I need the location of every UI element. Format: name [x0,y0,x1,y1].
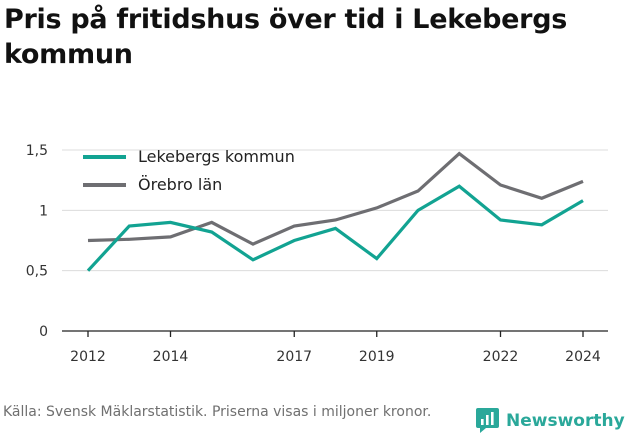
axis-layer: 0 0,5 1 1,5 2012 2014 2017 2019 2022 2024 [26,143,608,365]
series-layer [86,151,584,272]
chart-title: Pris på fritidshus över tid i Lekebergs … [4,4,567,70]
x-tick-label: 2017 [276,349,312,365]
series-line-lekebergs-kommun [86,184,584,272]
legend-label: Lekebergs kommun [138,147,295,166]
newsworthy-logo: Newsworthy [475,407,625,434]
x-tick-label: 2024 [565,349,601,365]
source-note: Källa: Svensk Mäklarstatistik. Priserna … [3,404,432,420]
line-chart: 0 0,5 1 1,5 2012 2014 2017 2019 2022 2024 Lekeber… [26,143,608,365]
y-tick-label: 1 [39,203,48,219]
x-tick-label: 2014 [153,349,189,365]
series-line-örebro-län [87,151,584,246]
grid-layer [62,149,608,272]
x-tick-label: 2022 [483,349,519,365]
y-tick-label: 1,5 [26,143,48,159]
x-tick-label: 2012 [70,349,106,365]
newsworthy-icon [476,408,499,433]
brand-name: Newsworthy [506,410,625,431]
y-tick-label: 0,5 [26,264,48,280]
legend: Lekebergs kommun Örebro län [83,147,295,194]
x-tick-label: 2019 [359,349,395,365]
legend-label: Örebro län [138,175,222,194]
y-tick-label: 0 [39,324,48,340]
